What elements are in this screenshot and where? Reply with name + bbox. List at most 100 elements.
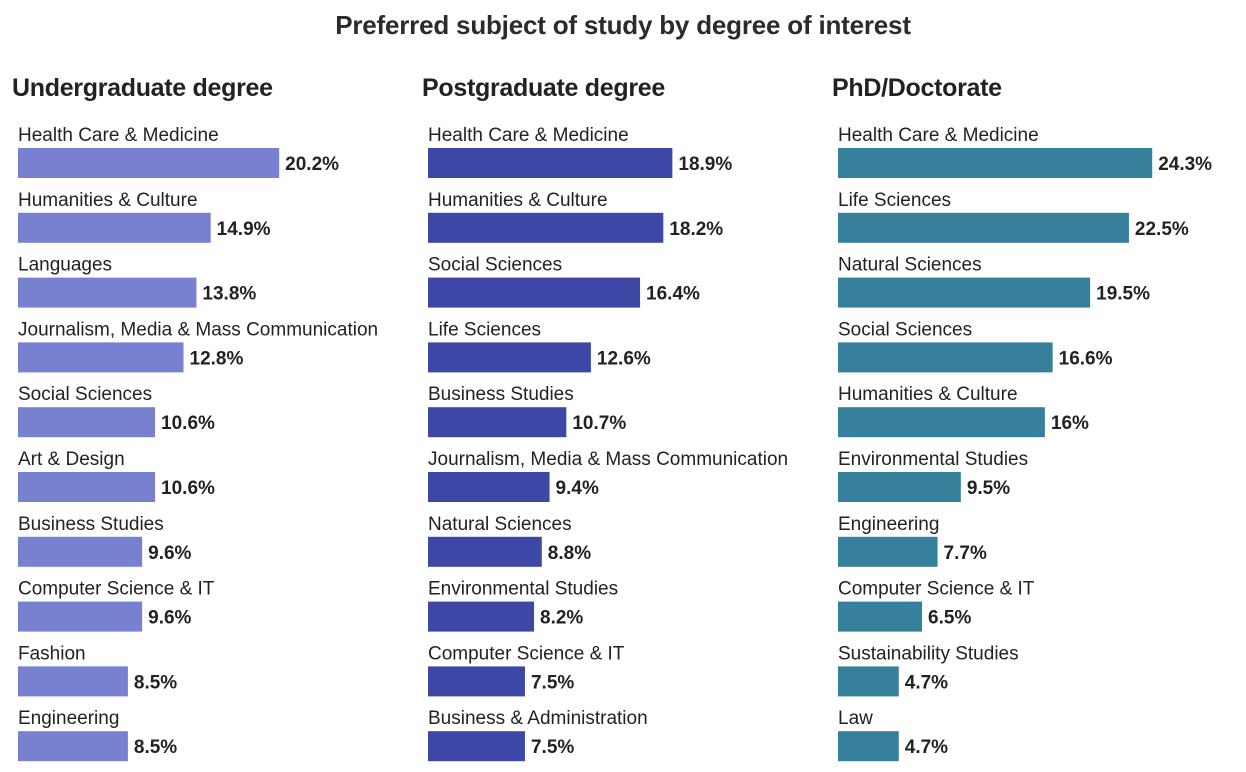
value-label: 8.5%	[134, 737, 177, 758]
category-label: Humanities & Culture	[838, 384, 1018, 405]
category-label: Natural Sciences	[838, 255, 982, 276]
value-label: 7.7%	[944, 543, 987, 564]
bar	[18, 342, 184, 373]
bar	[428, 342, 591, 373]
bar	[18, 731, 128, 762]
value-label: 14.9%	[217, 219, 271, 240]
bar	[18, 212, 211, 243]
value-label: 13.8%	[202, 284, 256, 305]
category-label: Environmental Studies	[428, 579, 618, 600]
category-label: Computer Science & IT	[428, 643, 625, 664]
value-label: 12.8%	[190, 348, 244, 369]
value-label: 10.6%	[161, 413, 215, 434]
bar-chart-undergraduate: Health Care & Medicine 20.2% Humanities & …	[18, 125, 378, 762]
panel-title-postgraduate: Postgraduate degree	[422, 74, 665, 102]
value-label: 16.4%	[646, 284, 700, 305]
value-label: 8.5%	[134, 672, 177, 693]
category-label: Sustainability Studies	[838, 643, 1019, 664]
bar	[838, 601, 923, 632]
value-label: 4.7%	[905, 672, 948, 693]
category-label: Health Care & Medicine	[838, 125, 1039, 146]
category-label: Health Care & Medicine	[428, 125, 629, 146]
value-label: 19.5%	[1096, 284, 1150, 305]
value-label: 18.2%	[669, 219, 723, 240]
category-label: Social Sciences	[18, 384, 152, 405]
value-label: 9.5%	[967, 478, 1010, 499]
bar	[18, 666, 128, 697]
value-label: 24.3%	[1158, 154, 1212, 175]
bar	[18, 277, 197, 308]
panel-phd: PhD/Doctorate Health Care & Medicine 24.3…	[832, 70, 1232, 770]
bar	[838, 407, 1045, 438]
value-label: 16.6%	[1059, 348, 1113, 369]
value-label: 7.5%	[531, 672, 574, 693]
value-label: 12.6%	[597, 348, 651, 369]
value-label: 4.7%	[905, 737, 948, 758]
bar	[18, 148, 280, 178]
category-label: Computer Science & IT	[18, 579, 215, 600]
bar	[838, 277, 1091, 308]
bar	[428, 472, 550, 502]
category-label: Journalism, Media & Mass Communication	[18, 319, 378, 340]
value-label: 10.7%	[572, 413, 626, 434]
value-label: 22.5%	[1135, 219, 1189, 240]
category-label: Business Studies	[18, 514, 164, 535]
category-label: Fashion	[18, 643, 86, 664]
bar	[838, 666, 899, 697]
value-label: 8.2%	[540, 608, 583, 629]
category-label: Humanities & Culture	[428, 190, 608, 211]
category-label: Life Sciences	[838, 190, 951, 211]
category-label: Art & Design	[18, 449, 125, 470]
category-label: Social Sciences	[838, 319, 972, 340]
value-label: 7.5%	[531, 737, 574, 758]
category-label: Humanities & Culture	[18, 190, 198, 211]
bar	[18, 601, 143, 632]
category-label: Business Studies	[428, 384, 574, 405]
value-label: 18.9%	[678, 154, 732, 175]
category-label: Journalism, Media & Mass Communication	[428, 449, 788, 470]
category-label: Social Sciences	[428, 255, 562, 276]
value-label: 16%	[1051, 413, 1089, 434]
bar	[18, 407, 156, 438]
value-label: 20.2%	[285, 154, 339, 175]
value-label: 9.6%	[148, 543, 191, 564]
bar	[18, 472, 156, 502]
bar-chart-phd: Health Care & Medicine 24.3% Life Sciences…	[838, 125, 1212, 762]
value-label: 10.6%	[161, 478, 215, 499]
bar	[428, 731, 525, 762]
bar	[838, 342, 1053, 373]
value-label: 9.6%	[148, 608, 191, 629]
bar	[428, 407, 567, 438]
value-label: 6.5%	[928, 608, 971, 629]
bar-chart-postgraduate: Health Care & Medicine 18.9% Humanities & …	[428, 125, 788, 762]
value-label: 9.4%	[556, 478, 599, 499]
bar	[838, 472, 961, 502]
panel-title-undergraduate: Undergraduate degree	[12, 74, 273, 102]
category-label: Engineering	[18, 708, 119, 729]
bar	[428, 148, 673, 178]
bar	[428, 277, 641, 308]
category-label: Law	[838, 708, 873, 729]
category-label: Life Sciences	[428, 319, 541, 340]
category-label: Computer Science & IT	[838, 579, 1035, 600]
panel-postgraduate: Postgraduate degree Health Care & Medici…	[422, 70, 822, 770]
category-label: Languages	[18, 255, 112, 276]
bar	[428, 666, 525, 697]
bar	[428, 212, 664, 243]
category-label: Natural Sciences	[428, 514, 572, 535]
category-label: Environmental Studies	[838, 449, 1028, 470]
bar	[18, 536, 143, 567]
value-label: 8.8%	[548, 543, 591, 564]
category-label: Health Care & Medicine	[18, 125, 219, 146]
bar	[838, 536, 938, 567]
panel-title-phd: PhD/Doctorate	[832, 74, 1002, 102]
category-label: Engineering	[838, 514, 939, 535]
main-title: Preferred subject of study by degree of …	[335, 10, 911, 40]
bar	[838, 212, 1129, 243]
bar	[428, 536, 542, 567]
category-label: Business & Administration	[428, 708, 648, 729]
bar	[838, 148, 1153, 178]
bar	[428, 601, 535, 632]
bar	[838, 731, 899, 762]
panel-undergraduate: Undergraduate degree Health Care & Medic…	[12, 70, 412, 770]
